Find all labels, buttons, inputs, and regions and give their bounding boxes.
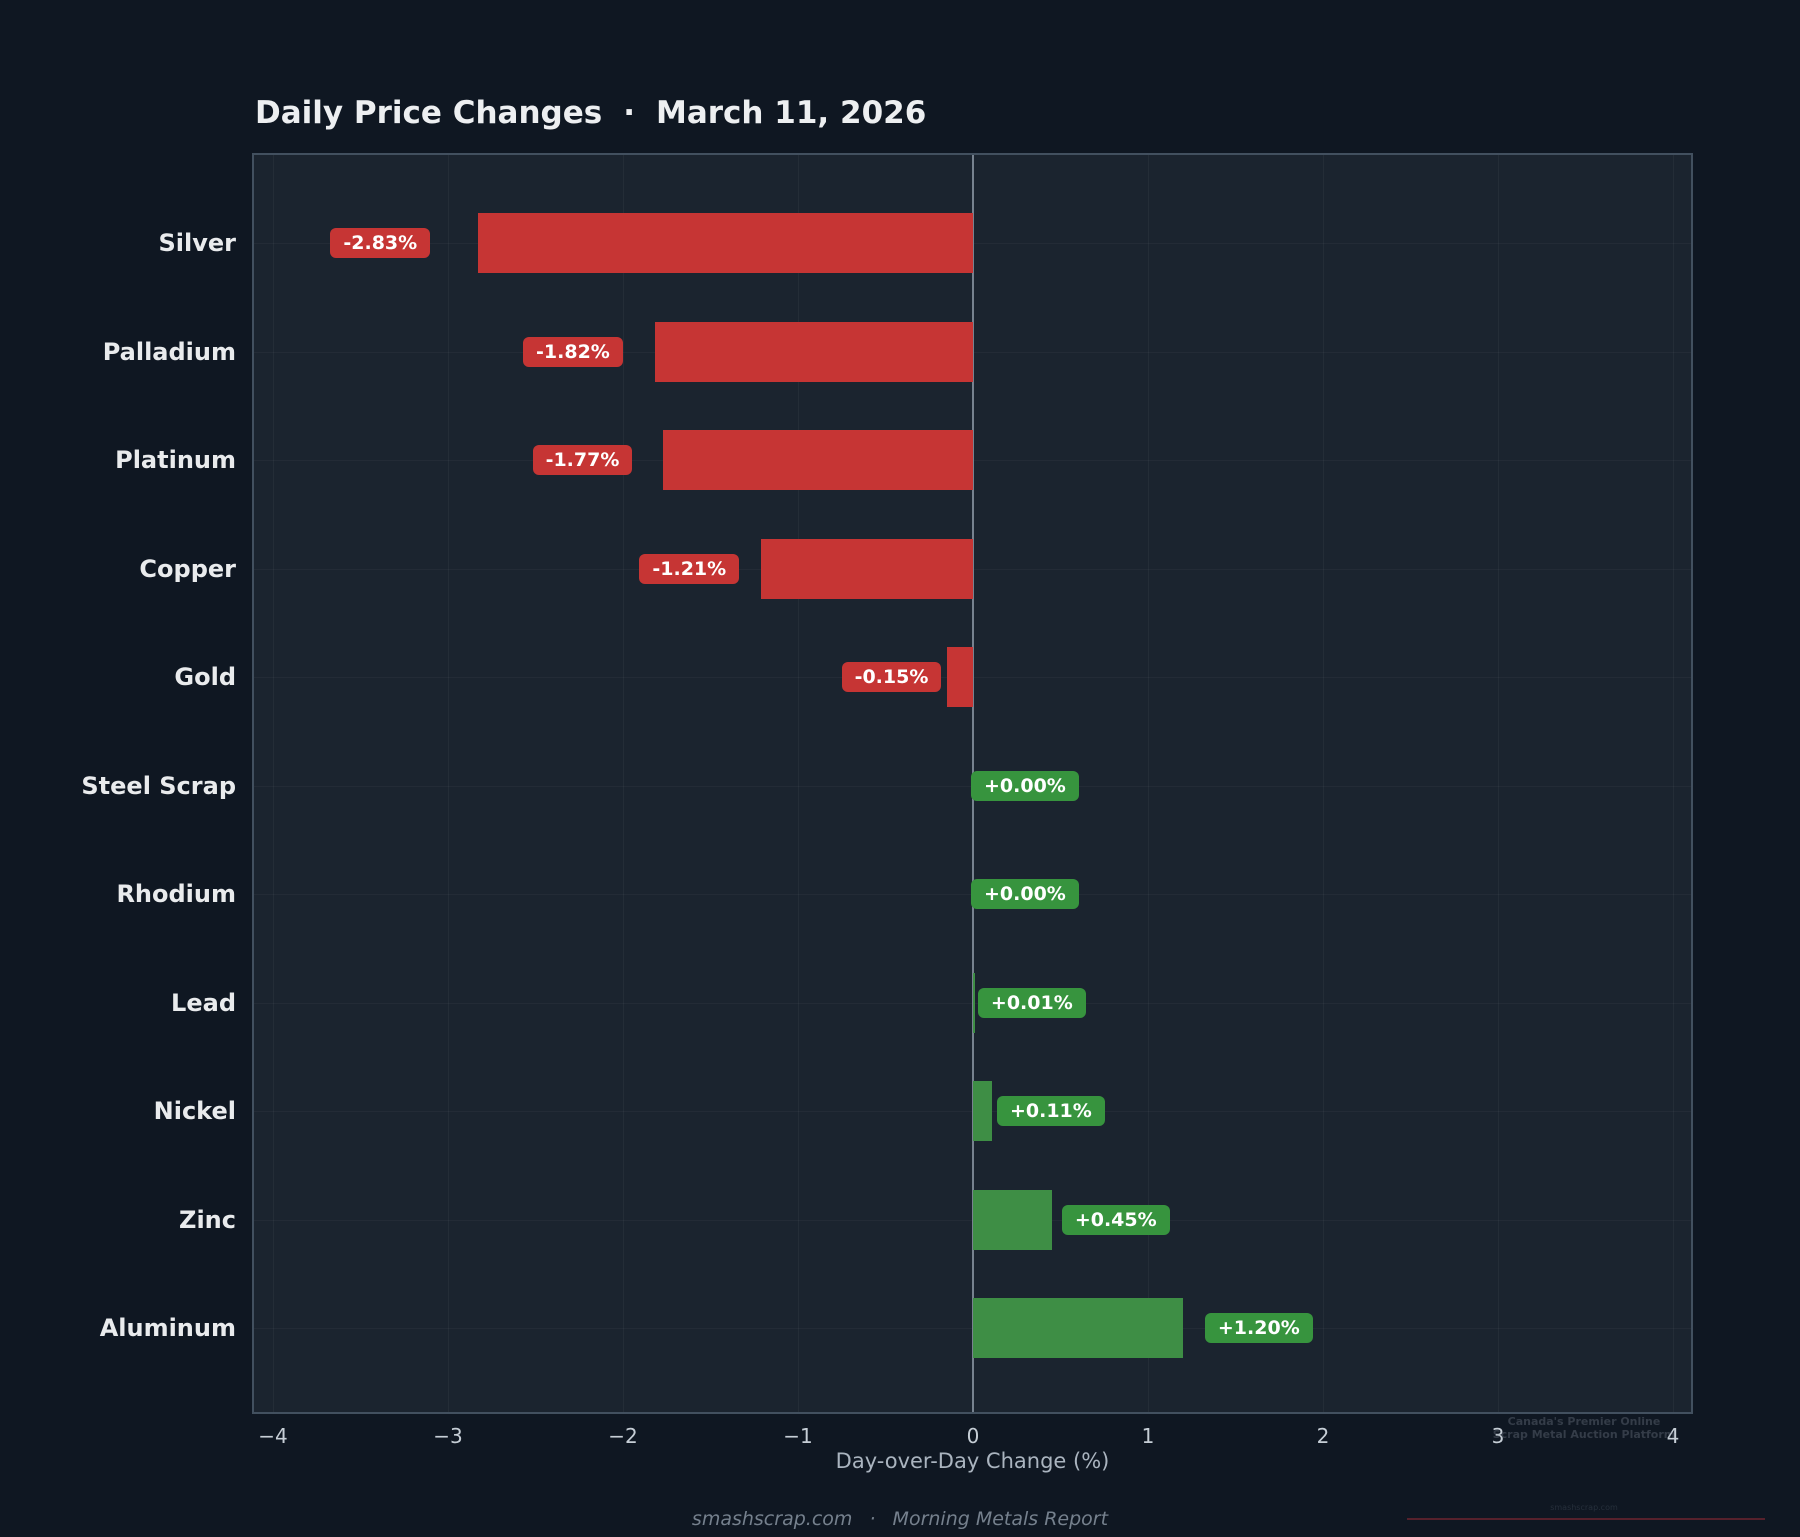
footer-caption: smashscrap.com · Morning Metals Report — [0, 1508, 1800, 1530]
chart-row-steel-scrap: Steel Scrap +0.00% — [81, 731, 1691, 840]
value-label-platinum: -1.77% — [532, 445, 633, 475]
bar-rows: Silver -2.83% Palladium -1.82% Platinum -1.77… — [81, 155, 1691, 1412]
chart-row-nickel: Nickel +0.11% — [154, 1057, 1691, 1166]
x-tick-neg2: −2 — [608, 1424, 638, 1448]
chart-row-rhodium: Rhodium +0.00% — [116, 840, 1691, 949]
category-label-copper: Copper — [139, 554, 236, 583]
x-tick-neg4: −4 — [258, 1424, 288, 1448]
gridline-vertical — [1498, 155, 1499, 1412]
category-label-platinum: Platinum — [115, 446, 236, 474]
bar-zinc — [973, 1189, 1052, 1250]
chart-title: Daily Price Changes · March 11, 2026 — [255, 95, 926, 131]
category-label-aluminum: Aluminum — [99, 1314, 236, 1342]
category-label-steel-scrap: Steel Scrap — [81, 771, 236, 800]
x-axis-title: Day-over-Day Change (%) — [835, 1449, 1110, 1473]
chart-row-palladium: Palladium -1.82% — [103, 297, 1691, 406]
bar-lead — [973, 972, 975, 1033]
watermark-red-line — [1407, 1518, 1765, 1520]
x-tick-0: 0 — [966, 1424, 980, 1448]
x-tick-4: 4 — [1666, 1424, 1680, 1448]
chart-row-gold: Gold -0.15% — [174, 623, 1691, 732]
chart-row-copper: Copper -1.21% — [139, 514, 1691, 623]
value-label-steel-scrap: +0.00% — [971, 770, 1079, 801]
category-label-gold: Gold — [174, 663, 236, 691]
chart-row-aluminum: Aluminum +1.20% — [100, 1274, 1691, 1383]
gridline-vertical — [798, 155, 799, 1412]
gridline-vertical — [623, 155, 624, 1412]
value-label-zinc: +0.45% — [1061, 1204, 1170, 1235]
x-tick-3: 3 — [1491, 1424, 1505, 1448]
bar-silver — [477, 213, 973, 273]
bar-palladium — [654, 321, 973, 382]
bar-gold — [946, 647, 973, 707]
bar-nickel — [973, 1081, 993, 1141]
value-label-gold: -0.15% — [841, 662, 942, 692]
gridline-vertical — [1673, 155, 1674, 1412]
chart-row-lead: Lead +0.01% — [171, 948, 1691, 1057]
value-label-nickel: +0.11% — [996, 1096, 1105, 1126]
grid-layer — [254, 155, 1691, 1412]
chart-row-silver: Silver -2.83% — [159, 189, 1691, 298]
gridline-vertical — [448, 155, 449, 1412]
value-label-silver: -2.83% — [330, 228, 431, 258]
watermark-site: smashscrap.com — [1550, 1503, 1618, 1512]
x-tick-neg3: −3 — [433, 1424, 463, 1448]
watermark-tagline-2: Scrap Metal Auction Platform — [1492, 1428, 1676, 1441]
bar-aluminum — [973, 1298, 1183, 1358]
value-label-copper: -1.21% — [639, 553, 740, 584]
chart-title-date: March 11, 2026 — [656, 95, 927, 131]
x-tick-neg1: −1 — [783, 1424, 813, 1448]
footer-site: smashscrap.com — [691, 1508, 853, 1530]
x-tick-2: 2 — [1316, 1424, 1330, 1448]
category-label-zinc: Zinc — [179, 1205, 236, 1234]
category-label-silver: Silver — [158, 229, 237, 257]
bar-copper — [761, 538, 973, 599]
gridline-vertical — [1148, 155, 1149, 1412]
category-label-rhodium: Rhodium — [116, 880, 236, 908]
value-label-palladium: -1.82% — [523, 336, 623, 367]
bar-platinum — [663, 430, 973, 490]
plot-area: Silver -2.83% Palladium -1.82% Platinum -1.77… — [81, 153, 1693, 1414]
gridline-vertical — [273, 155, 274, 1412]
category-label-nickel: Nickel — [153, 1097, 236, 1125]
chart-row-zinc: Zinc +0.45% — [179, 1165, 1691, 1274]
footer-report: Morning Metals Report — [892, 1508, 1109, 1530]
category-label-lead: Lead — [171, 988, 236, 1017]
watermark-tagline-1: Canada's Premier Online — [1507, 1415, 1661, 1428]
value-label-aluminum: +1.20% — [1204, 1313, 1313, 1343]
value-label-lead: +0.01% — [977, 987, 1086, 1018]
x-tick-1: 1 — [1141, 1424, 1155, 1448]
value-label-rhodium: +0.00% — [971, 879, 1079, 909]
gridline-vertical — [1323, 155, 1324, 1412]
chart-title-main: Daily Price Changes — [255, 95, 603, 131]
chart-title-separator: · — [623, 95, 635, 131]
footer-separator: · — [869, 1508, 876, 1530]
chart-row-platinum: Platinum -1.77% — [115, 406, 1691, 515]
category-label-palladium: Palladium — [102, 337, 236, 366]
